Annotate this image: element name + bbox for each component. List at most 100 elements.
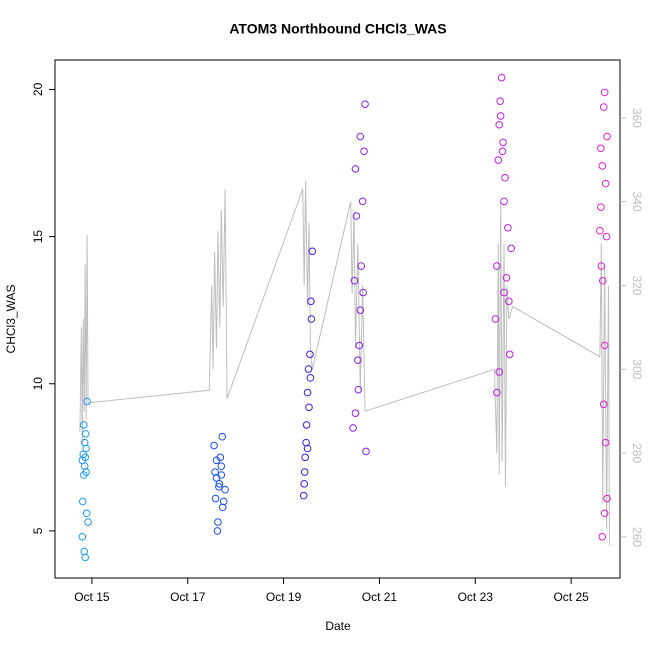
x-axis-label: Date bbox=[325, 619, 351, 633]
point bbox=[350, 276, 359, 285]
point bbox=[213, 527, 222, 535]
point bbox=[495, 368, 504, 376]
point bbox=[596, 226, 604, 235]
y2-tick-label: 320 bbox=[630, 275, 644, 295]
point bbox=[300, 468, 309, 476]
point bbox=[597, 203, 605, 211]
point bbox=[598, 532, 607, 541]
y-tick-label: 5 bbox=[31, 527, 45, 534]
point bbox=[505, 297, 513, 306]
point bbox=[603, 132, 611, 141]
point bbox=[81, 429, 90, 438]
x-tick-label: Oct 21 bbox=[362, 590, 398, 604]
point bbox=[500, 288, 508, 297]
point bbox=[597, 144, 605, 153]
point bbox=[351, 165, 360, 173]
point bbox=[81, 453, 89, 462]
point bbox=[82, 468, 90, 476]
point bbox=[303, 444, 312, 453]
point bbox=[601, 179, 610, 188]
point bbox=[598, 276, 607, 285]
point bbox=[505, 350, 514, 359]
point bbox=[304, 365, 313, 373]
point bbox=[82, 444, 90, 453]
point bbox=[602, 232, 611, 241]
y2-tick-label: 360 bbox=[630, 108, 644, 128]
point bbox=[210, 441, 218, 450]
point bbox=[212, 456, 221, 465]
point bbox=[491, 315, 500, 323]
point bbox=[600, 341, 609, 350]
plot-frame bbox=[54, 59, 621, 579]
point bbox=[81, 553, 89, 562]
point bbox=[599, 103, 608, 111]
point bbox=[303, 388, 312, 397]
point bbox=[305, 403, 313, 412]
point bbox=[498, 147, 507, 156]
point bbox=[601, 438, 610, 447]
chart-title: ATOM3 Northbound CHCl3_WAS bbox=[229, 21, 446, 37]
x-tick-label: Oct 23 bbox=[458, 590, 494, 604]
point bbox=[299, 491, 308, 500]
point bbox=[362, 447, 370, 456]
point bbox=[360, 147, 368, 156]
y2-tick-label: 340 bbox=[630, 192, 644, 212]
point bbox=[603, 494, 611, 503]
point bbox=[82, 509, 91, 518]
point bbox=[217, 471, 226, 479]
point bbox=[354, 385, 363, 394]
point bbox=[495, 120, 504, 129]
point bbox=[78, 497, 87, 506]
y-tick-label: 15 bbox=[31, 230, 45, 244]
point bbox=[354, 356, 362, 365]
point bbox=[355, 341, 364, 350]
y2-tick-label: 280 bbox=[630, 443, 644, 463]
point bbox=[352, 212, 361, 220]
point bbox=[349, 424, 357, 432]
point bbox=[359, 288, 367, 297]
y-tick-label: 20 bbox=[31, 82, 45, 96]
point bbox=[221, 485, 229, 494]
point bbox=[356, 132, 365, 141]
point bbox=[497, 73, 506, 82]
point bbox=[356, 306, 365, 314]
point bbox=[361, 100, 369, 108]
point bbox=[504, 223, 512, 232]
point bbox=[80, 547, 89, 556]
point bbox=[308, 247, 317, 256]
point bbox=[599, 400, 608, 409]
y-axis-label: CHCl3_WAS bbox=[4, 285, 18, 354]
point bbox=[300, 480, 308, 488]
point bbox=[496, 112, 505, 120]
y2-tick-label: 300 bbox=[630, 359, 644, 379]
point bbox=[301, 453, 309, 462]
point bbox=[219, 497, 228, 506]
point bbox=[598, 162, 607, 170]
point bbox=[307, 297, 315, 306]
point bbox=[214, 518, 222, 526]
point bbox=[493, 262, 501, 270]
line bbox=[79, 180, 610, 546]
point bbox=[351, 409, 360, 417]
point bbox=[215, 480, 224, 488]
point bbox=[600, 509, 609, 518]
point bbox=[211, 468, 219, 476]
point bbox=[302, 421, 311, 429]
x-tick-label: Oct 15 bbox=[74, 590, 110, 604]
point bbox=[78, 532, 87, 541]
point bbox=[600, 88, 609, 97]
point bbox=[507, 244, 516, 253]
point bbox=[83, 397, 91, 406]
point bbox=[79, 421, 88, 429]
point bbox=[215, 482, 223, 491]
point bbox=[218, 503, 227, 512]
point bbox=[499, 138, 507, 147]
x-tick-label: Oct 17 bbox=[170, 590, 206, 604]
point bbox=[500, 197, 508, 206]
point bbox=[217, 462, 226, 470]
point bbox=[358, 197, 367, 206]
point bbox=[84, 518, 92, 526]
point bbox=[211, 494, 220, 503]
